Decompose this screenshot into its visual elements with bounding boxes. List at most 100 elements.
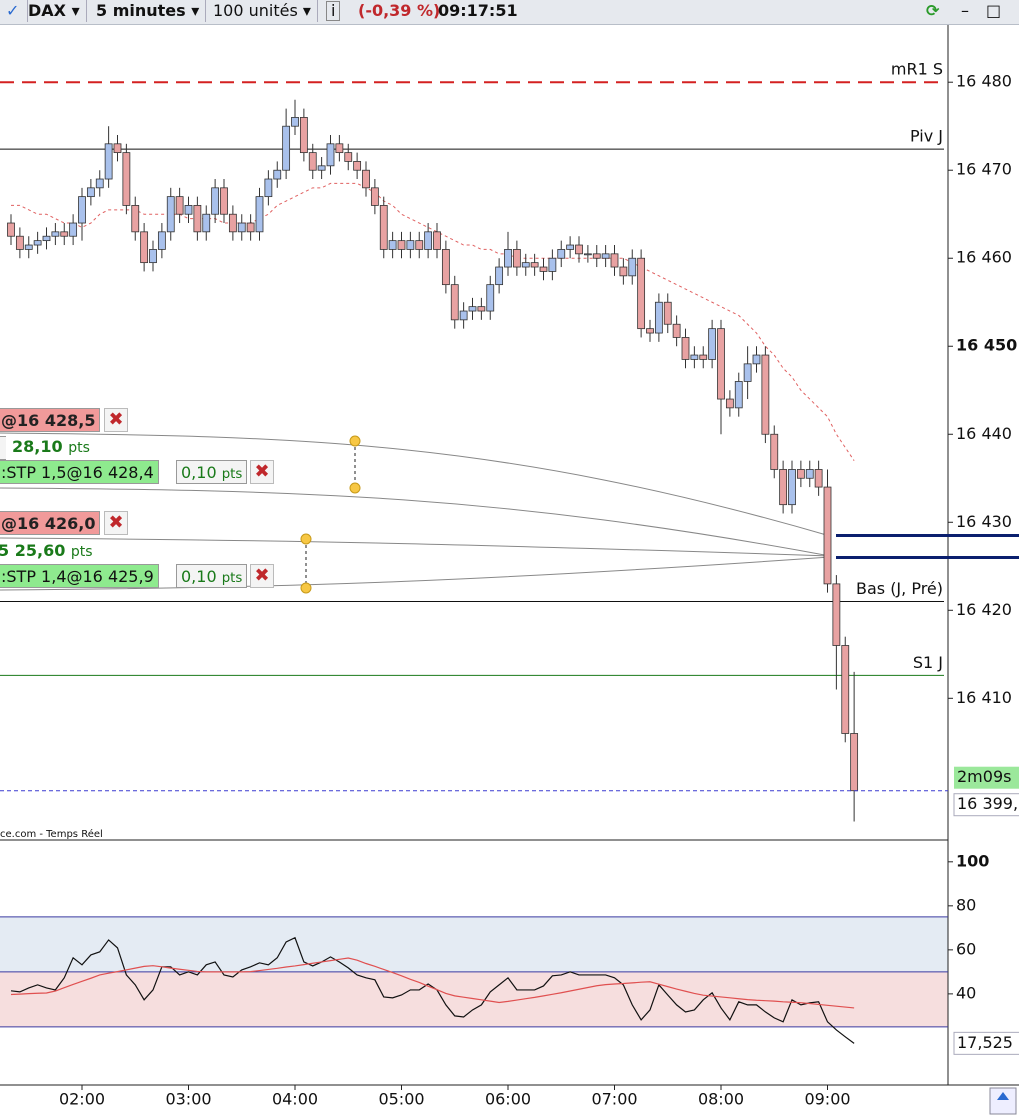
corner-icon[interactable]: [989, 1087, 1017, 1115]
order-link: [0, 556, 831, 591]
order-link: [0, 432, 831, 537]
last-price-box: [953, 793, 1019, 817]
candle-body: [699, 354, 708, 360]
candle-body: [486, 284, 495, 312]
candle-body: [557, 249, 566, 259]
candle-body: [308, 152, 317, 171]
check-icon[interactable]: ✓: [0, 0, 28, 22]
candle-body: [663, 301, 672, 325]
candle-body: [157, 231, 166, 250]
candle-body: [228, 213, 237, 233]
candle-body: [379, 205, 388, 250]
clock: 09:17:51: [438, 1, 518, 20]
x-tick-label: 05:00: [378, 1090, 424, 1109]
order-cancel[interactable]: ✖: [104, 511, 128, 535]
candle-body: [397, 240, 406, 250]
rsi-line: [10, 936, 855, 1044]
x-tick-label: 02:00: [59, 1090, 105, 1109]
maximize[interactable]: □: [986, 1, 1002, 20]
candle-body: [583, 253, 592, 256]
instrument-select[interactable]: DAX ▾: [22, 0, 87, 22]
size-select[interactable]: 100 unités ▾: [207, 0, 318, 22]
stop-cancel[interactable]: ✖: [250, 460, 274, 484]
pnl-value: 28,10: [12, 437, 63, 456]
refresh-icon[interactable]: ⟳: [926, 1, 940, 20]
order-handle[interactable]: [300, 533, 312, 545]
candle-body: [530, 262, 539, 268]
x-tick-label: 08:00: [698, 1090, 744, 1109]
interval-select[interactable]: 5 minutes ▾: [90, 0, 207, 22]
size: 100 unités: [213, 1, 298, 20]
candle-body: [282, 125, 291, 171]
candle-body: [237, 222, 246, 233]
candle-body: [344, 152, 353, 162]
timer: 2m09s: [957, 767, 1011, 786]
order-handle[interactable]: [349, 482, 361, 494]
candle-body: [60, 231, 69, 237]
candle-body: [770, 433, 779, 470]
candle-body: [388, 240, 397, 250]
x-tick-label: 07:00: [591, 1090, 637, 1109]
candle-body: [353, 161, 362, 171]
minimize[interactable]: –: [961, 1, 969, 20]
stop-cancel[interactable]: ✖: [250, 564, 274, 588]
candle-body: [823, 486, 832, 585]
y-tick-label: 16 430: [956, 512, 1012, 531]
order-handle[interactable]: [300, 582, 312, 594]
candle-body: [370, 187, 379, 206]
candle-body: [220, 187, 228, 215]
stop-unit: pts: [221, 467, 243, 482]
candle-body: [477, 306, 486, 312]
candle-body: [796, 469, 805, 479]
level-label: Piv J: [910, 127, 943, 146]
rsi-band: [0, 916, 948, 972]
candle-body: [175, 196, 184, 215]
order-cancel[interactable]: ✖: [104, 408, 128, 432]
pnl-unit: pts: [70, 544, 93, 560]
candle-body: [246, 222, 255, 233]
candle-body: [566, 244, 575, 250]
candle-body: [619, 266, 628, 277]
candle-body: [15, 235, 24, 250]
candle-body: [690, 354, 699, 360]
candle-body: [725, 398, 734, 409]
candle-body: [362, 169, 370, 189]
candle-body: [654, 301, 663, 334]
rsi-last-label: 17,525: [957, 1033, 1013, 1052]
order-price[interactable]: @16 428,5: [0, 408, 101, 432]
candle-body: [681, 337, 690, 360]
level-label: mR1 S: [891, 60, 943, 79]
info-icon[interactable]: i: [326, 1, 341, 21]
candle-body: [805, 469, 814, 479]
order-handle[interactable]: [349, 435, 361, 447]
candle-body: [761, 354, 770, 435]
candle-body: [521, 262, 530, 268]
candle-body: [264, 178, 273, 198]
candle-body: [424, 231, 433, 250]
candle-body: [415, 240, 424, 250]
y-tick-label: 16 420: [956, 600, 1012, 619]
candle-body: [752, 354, 761, 365]
candle-body: [637, 257, 646, 330]
candle-body: [202, 213, 211, 233]
candle-body: [140, 231, 149, 264]
candle-body: [273, 169, 282, 180]
pnl-unit: pts: [68, 440, 90, 456]
candle-body: [814, 469, 823, 488]
candle-body: [708, 328, 717, 360]
stop-order[interactable]: :STP 1,5@16 428,4: [0, 460, 159, 484]
candle-body: [291, 117, 299, 127]
candle-body: [468, 306, 477, 312]
y-tick-label: 16 480: [956, 72, 1012, 91]
rsi-line: [10, 957, 855, 1009]
order-price[interactable]: @16 426,0: [0, 511, 101, 535]
y-tick-label: 16 440: [956, 424, 1012, 443]
candle-body: [433, 231, 441, 250]
stop-order[interactable]: :STP 1,4@16 425,9: [0, 564, 159, 588]
y-tick-label: 16 470: [956, 160, 1012, 179]
candle-body: [317, 165, 326, 171]
y-tick-label: 16 460: [956, 248, 1012, 267]
order-link: [0, 487, 831, 557]
y-tick-label: 100: [956, 851, 989, 870]
